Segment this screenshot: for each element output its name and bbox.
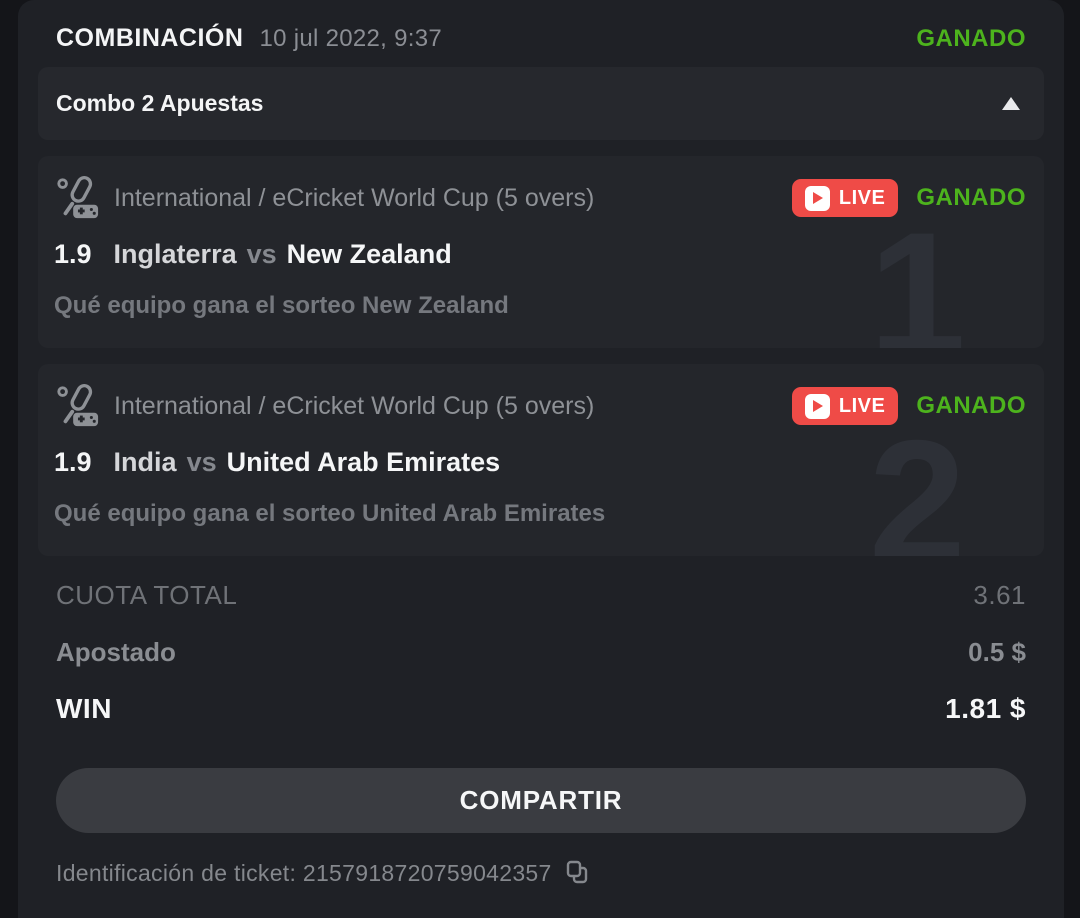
total-odds-row: CUOTA TOTAL 3.61 xyxy=(56,580,1026,611)
ticket-status-badge: GANADO xyxy=(916,25,1026,52)
vs-separator: vs xyxy=(246,239,277,269)
match-line: 1.9 India vs United Arab Emirates xyxy=(54,447,1026,478)
play-icon xyxy=(804,185,830,211)
league-name: International / eCricket World Cup (5 ov… xyxy=(114,183,595,212)
team-a-name: India xyxy=(113,447,177,477)
share-button[interactable]: COMPARTIR xyxy=(56,768,1026,833)
ticket-header: COMBINACIÓN 10 jul 2022, 9:37 GANADO xyxy=(18,0,1064,67)
bet-status-badge: GANADO xyxy=(916,392,1026,419)
ticket-id-footer: Identificación de ticket: 21579187207590… xyxy=(56,859,1026,887)
bet-card-1: 1 International / eCricket World Cup (5 … xyxy=(38,156,1044,348)
bet-card-1-top-row: International / eCricket World Cup (5 ov… xyxy=(54,175,1026,220)
bet-index-watermark: 2 xyxy=(868,405,966,556)
total-odds-value: 3.61 xyxy=(973,580,1026,610)
stake-value: 0.5 $ xyxy=(968,637,1026,667)
copy-icon[interactable] xyxy=(564,859,590,887)
live-badge: LIVE xyxy=(791,179,899,217)
odds-value: 1.9 xyxy=(54,239,92,269)
odds-value: 1.9 xyxy=(54,447,92,477)
live-badge: LIVE xyxy=(791,387,899,425)
stake-label: Apostado xyxy=(56,637,176,667)
combo-header-bar[interactable]: Combo 2 Apuestas xyxy=(38,67,1044,140)
win-label: WIN xyxy=(56,693,112,724)
bet-card-2: 2 International / eCricket World Cup (5 … xyxy=(38,364,1044,556)
ecricket-icon xyxy=(57,383,99,427)
team-a-name: Inglaterra xyxy=(113,239,237,269)
match-line: 1.9 Inglaterra vs New Zealand xyxy=(54,239,1026,270)
total-odds-label: CUOTA TOTAL xyxy=(56,580,238,610)
collapse-up-icon[interactable] xyxy=(1002,97,1020,110)
stake-row: Apostado 0.5 $ xyxy=(56,637,1026,668)
market-description: Qué equipo gana el sorteo New Zealand xyxy=(54,292,509,319)
vs-separator: vs xyxy=(186,447,217,477)
live-label: LIVE xyxy=(838,186,886,209)
league-name: International / eCricket World Cup (5 ov… xyxy=(114,391,595,420)
ticket-type-title: COMBINACIÓN xyxy=(56,24,244,52)
market-description: Qué equipo gana el sorteo United Arab Em… xyxy=(54,500,606,527)
team-b-name: New Zealand xyxy=(286,239,452,269)
ticket-summary: CUOTA TOTAL 3.61 Apostado 0.5 $ WIN 1.81… xyxy=(56,580,1026,725)
bet-index-watermark: 1 xyxy=(868,197,966,348)
combo-label: Combo 2 Apuestas xyxy=(56,90,264,116)
win-value: 1.81 $ xyxy=(945,693,1026,724)
team-b-name: United Arab Emirates xyxy=(226,447,501,477)
ecricket-icon xyxy=(57,175,99,219)
bet-status-badge: GANADO xyxy=(916,184,1026,211)
bet-ticket-panel: COMBINACIÓN 10 jul 2022, 9:37 GANADO Com… xyxy=(18,0,1064,918)
play-icon xyxy=(804,393,830,419)
ticket-id-text: Identificación de ticket: 21579187207590… xyxy=(56,859,552,886)
live-label: LIVE xyxy=(838,394,886,417)
bet-card-2-top-row: International / eCricket World Cup (5 ov… xyxy=(54,383,1026,428)
win-row: WIN 1.81 $ xyxy=(56,693,1026,725)
ticket-datetime: 10 jul 2022, 9:37 xyxy=(259,25,443,52)
